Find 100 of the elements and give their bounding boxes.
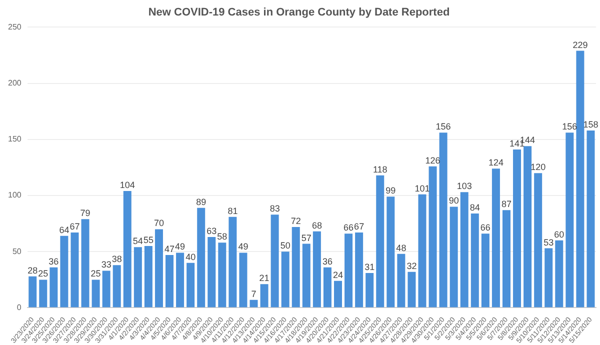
- bar: [176, 252, 184, 308]
- data-label: 36: [322, 256, 332, 266]
- data-label: 48: [396, 242, 406, 253]
- data-label: 50: [280, 240, 290, 251]
- data-label: 68: [312, 220, 322, 230]
- bar: [334, 280, 342, 308]
- bar: [586, 130, 595, 308]
- bar: [544, 248, 553, 308]
- bar: [460, 192, 468, 308]
- y-tick-label: 100: [8, 190, 22, 200]
- bar: [355, 232, 364, 308]
- bar: [28, 276, 37, 308]
- bar: [197, 208, 206, 308]
- data-label: 24: [332, 270, 344, 280]
- bar: [186, 262, 195, 308]
- data-label: 104: [120, 180, 135, 190]
- bar: [228, 216, 237, 308]
- bar: [408, 272, 416, 308]
- bar: [270, 214, 279, 308]
- y-tick-label: 0: [16, 302, 22, 312]
- bar: [439, 132, 448, 308]
- bar: [566, 132, 574, 308]
- data-label: 156: [436, 122, 451, 132]
- bar: [260, 284, 268, 308]
- data-label: 28: [28, 265, 38, 276]
- data-label: 124: [488, 158, 504, 168]
- bar: [154, 229, 163, 308]
- data-label: 49: [238, 242, 248, 252]
- bar: [386, 196, 395, 308]
- bar: [92, 280, 100, 308]
- bar: [323, 267, 332, 308]
- data-label: 99: [386, 186, 396, 196]
- bar: [428, 166, 437, 308]
- data-label: 87: [501, 199, 512, 210]
- data-label: 118: [372, 164, 388, 174]
- bar: [576, 50, 584, 308]
- bar: [376, 175, 384, 308]
- bar: [470, 213, 479, 308]
- bar: [123, 191, 132, 308]
- bar: [302, 244, 310, 308]
- data-label: 58: [217, 232, 228, 242]
- bar: [81, 219, 90, 308]
- bar: [450, 206, 458, 308]
- bar: [481, 234, 490, 308]
- bar: [60, 236, 68, 308]
- bar: [102, 270, 110, 308]
- data-label: 79: [80, 208, 90, 218]
- bar: [312, 231, 321, 308]
- data-label: 53: [544, 237, 554, 248]
- chart-title: New COVID-19 Cases in Orange County by Date Reported: [148, 6, 450, 19]
- bar: [208, 237, 216, 308]
- bar: [397, 254, 406, 308]
- data-label: 89: [196, 196, 206, 207]
- bar: [144, 246, 152, 308]
- data-label: 67: [70, 222, 80, 232]
- data-label: 54: [132, 236, 143, 246]
- y-tick-label: 150: [8, 134, 22, 144]
- bar: [534, 173, 542, 308]
- bar: [70, 232, 79, 308]
- bar: [366, 272, 374, 308]
- y-tick-label: 50: [12, 246, 22, 256]
- bar: [524, 146, 532, 308]
- bar: [281, 252, 290, 308]
- bar: [555, 240, 564, 308]
- data-label: 83: [270, 204, 280, 214]
- data-label: 7: [251, 288, 256, 299]
- data-label: 63: [206, 226, 217, 236]
- bar: [166, 255, 174, 308]
- bar: [250, 300, 258, 308]
- data-label: 84: [470, 202, 480, 212]
- bar: [39, 280, 48, 308]
- data-label: 55: [143, 235, 154, 246]
- bar: [134, 247, 142, 308]
- data-label: 40: [186, 252, 196, 262]
- bar: [513, 150, 522, 308]
- y-tick-label: 200: [8, 78, 22, 88]
- bar: [502, 210, 510, 308]
- data-label: 103: [456, 181, 472, 192]
- data-label: 70: [154, 218, 164, 228]
- data-label: 60: [554, 229, 564, 240]
- data-label: 72: [290, 216, 301, 226]
- data-label: 67: [354, 222, 364, 232]
- data-label: 49: [175, 242, 186, 252]
- data-label: 66: [480, 222, 490, 233]
- data-label: 25: [38, 268, 48, 279]
- data-label: 158: [583, 119, 598, 130]
- data-label: 31: [364, 262, 375, 272]
- data-label: 57: [301, 232, 312, 243]
- bar: [492, 168, 500, 308]
- data-label: 32: [406, 260, 417, 271]
- data-label: 229: [572, 40, 588, 50]
- data-label: 66: [344, 222, 354, 233]
- bar: [292, 226, 300, 308]
- data-label: 36: [48, 256, 59, 266]
- data-label: 21: [259, 273, 270, 284]
- bar: [239, 252, 248, 308]
- data-label: 33: [101, 260, 112, 270]
- bar: [112, 265, 121, 308]
- data-label: 90: [448, 196, 459, 206]
- data-label: 64: [59, 224, 70, 235]
